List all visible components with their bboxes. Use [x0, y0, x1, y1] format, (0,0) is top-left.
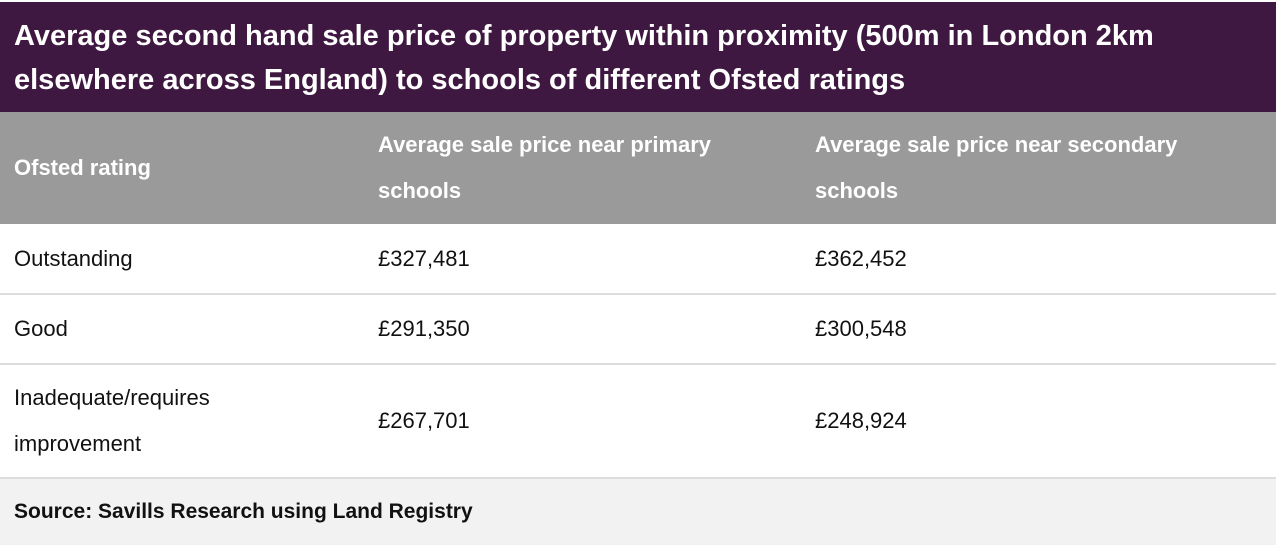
table-row: Inadequate/requires improvement £267,701…	[0, 364, 1276, 479]
table-header: Ofsted rating Average sale price near pr…	[0, 112, 1276, 224]
column-header: Average sale price near primary schools	[364, 112, 801, 224]
price-cell: £362,452	[801, 224, 1276, 295]
rating-cell: Good	[0, 294, 364, 365]
price-cell: £248,924	[801, 364, 1276, 479]
column-header: Average sale price near secondary school…	[801, 112, 1276, 224]
rating-cell: Inadequate/requires improvement	[0, 364, 364, 479]
rating-cell: Outstanding	[0, 224, 364, 295]
table-row: Outstanding £327,481 £362,452	[0, 224, 1276, 295]
price-cell: £300,548	[801, 294, 1276, 365]
table-title: Average second hand sale price of proper…	[0, 0, 1276, 112]
column-header: Ofsted rating	[0, 112, 364, 224]
header-row: Ofsted rating Average sale price near pr…	[0, 112, 1276, 224]
table-body: Outstanding £327,481 £362,452 Good £291,…	[0, 224, 1276, 479]
source-note: Source: Savills Research using Land Regi…	[0, 479, 1276, 545]
table-row: Good £291,350 £300,548	[0, 294, 1276, 365]
price-cell: £327,481	[364, 224, 801, 295]
price-cell: £291,350	[364, 294, 801, 365]
price-cell: £267,701	[364, 364, 801, 479]
price-table: Ofsted rating Average sale price near pr…	[0, 112, 1276, 479]
